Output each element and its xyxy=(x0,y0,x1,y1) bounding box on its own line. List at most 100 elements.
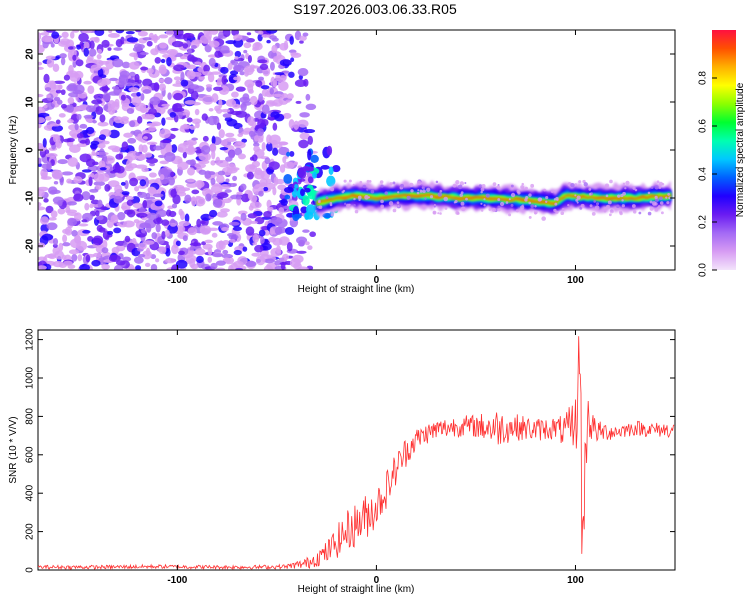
noise-blob xyxy=(89,143,98,150)
noise-blob xyxy=(237,133,244,138)
halo-dot xyxy=(416,180,422,186)
noise-blob xyxy=(189,159,196,167)
snr-series-line xyxy=(38,336,675,570)
noise-blob xyxy=(177,158,183,164)
noise-blob xyxy=(87,85,95,95)
noise-blob xyxy=(137,116,143,124)
halo-dot xyxy=(538,197,543,201)
halo-dot xyxy=(631,204,636,208)
noise-blob xyxy=(240,183,247,191)
noise-blob xyxy=(263,210,272,218)
noise-blob xyxy=(137,191,148,198)
noise-blob xyxy=(45,153,58,158)
noise-blob xyxy=(214,50,223,58)
noise-blob xyxy=(85,105,97,113)
halo-dot xyxy=(508,213,512,217)
noise-blob xyxy=(258,30,264,35)
noise-blob xyxy=(258,93,263,102)
noise-blob xyxy=(111,147,119,153)
noise-blob xyxy=(122,256,132,262)
noise-blob xyxy=(95,215,104,221)
halo-dot xyxy=(609,209,614,214)
noise-blob xyxy=(195,255,204,264)
noise-blob xyxy=(67,201,77,206)
noise-blob xyxy=(132,46,143,53)
noise-blob xyxy=(55,139,62,149)
noise-blob xyxy=(158,49,169,54)
halo-dot xyxy=(384,191,388,195)
noise-blob xyxy=(289,258,301,268)
transition-blob xyxy=(294,184,299,189)
noise-blob xyxy=(237,256,248,266)
transition-blob xyxy=(320,165,330,170)
halo-dot xyxy=(358,198,361,202)
noise-blob xyxy=(205,84,213,88)
halo-dot xyxy=(533,210,538,215)
noise-blob xyxy=(107,230,114,235)
noise-blob xyxy=(289,150,295,157)
halo-dot xyxy=(658,186,662,189)
noise-blob xyxy=(227,62,233,71)
halo-dot xyxy=(422,189,426,193)
noise-blob xyxy=(135,265,142,270)
x-tick-label: 100 xyxy=(567,575,584,586)
noise-blob xyxy=(74,234,82,244)
transition-blob xyxy=(331,164,341,173)
halo-dot xyxy=(649,206,654,211)
noise-blob xyxy=(98,227,106,233)
noise-blob xyxy=(171,244,179,255)
noise-blob xyxy=(215,267,226,270)
noise-blob xyxy=(96,53,102,60)
noise-blob xyxy=(91,150,96,156)
noise-blob xyxy=(189,125,196,130)
noise-blob xyxy=(222,113,232,118)
noise-blob xyxy=(132,202,143,209)
x-tick-label: 0 xyxy=(374,275,380,286)
halo-dot xyxy=(621,204,625,208)
noise-blob xyxy=(246,32,252,36)
noise-blob xyxy=(71,230,78,237)
noise-blob xyxy=(166,56,172,67)
noise-blob xyxy=(60,38,71,45)
noise-blob xyxy=(295,100,302,104)
noise-blob xyxy=(118,80,125,88)
noise-blob xyxy=(67,218,78,226)
noise-blob xyxy=(41,233,54,241)
halo-dot xyxy=(607,200,612,205)
colorbar-tick-label: 0.8 xyxy=(698,71,709,85)
figure-title: S197.2026.003.06.33.R05 xyxy=(293,1,457,17)
halo-dot xyxy=(668,196,672,200)
halo-dot xyxy=(649,200,653,204)
noise-blob xyxy=(44,37,52,42)
halo-dot xyxy=(368,180,372,183)
spectrogram-heatmap xyxy=(38,30,672,270)
noise-blob xyxy=(210,262,218,270)
noise-blob xyxy=(294,79,307,88)
halo-dot xyxy=(666,201,670,205)
noise-blob xyxy=(249,201,262,209)
noise-blob xyxy=(76,240,88,251)
halo-dot xyxy=(667,192,671,196)
noise-blob xyxy=(191,118,202,125)
noise-blob xyxy=(52,237,59,246)
noise-blob xyxy=(38,206,46,211)
halo-dot xyxy=(657,205,661,209)
noise-blob xyxy=(180,79,189,87)
noise-blob xyxy=(202,243,213,250)
carrier-band xyxy=(316,193,671,205)
noise-blob xyxy=(89,40,95,50)
noise-blob xyxy=(136,175,147,180)
halo-dot xyxy=(396,201,400,205)
noise-blob xyxy=(150,48,159,56)
noise-blob xyxy=(194,248,206,256)
noise-blob xyxy=(211,135,216,145)
noise-blob xyxy=(158,64,167,75)
noise-blob xyxy=(169,111,177,118)
noise-blob xyxy=(304,241,310,246)
noise-blob xyxy=(60,57,66,66)
noise-blob xyxy=(141,216,148,221)
noise-blob xyxy=(278,141,289,146)
noise-blob xyxy=(129,177,139,187)
noise-blob xyxy=(57,159,68,165)
